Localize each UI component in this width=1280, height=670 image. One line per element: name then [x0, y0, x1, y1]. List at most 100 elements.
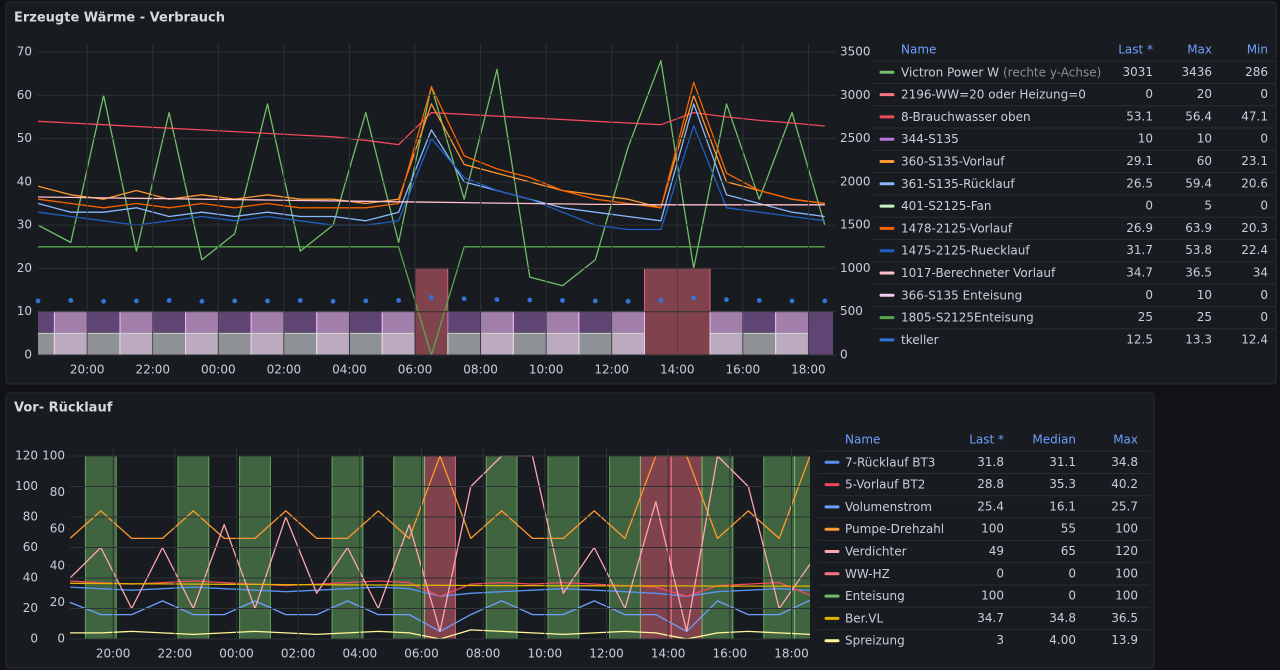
legend-value: 31.7 [1126, 243, 1153, 257]
legend-label: 1805-S2125Enteisung [901, 310, 1034, 324]
legend-value: 40.2 [1111, 477, 1138, 491]
legend-label: 1478-2125-Vorlauf [901, 221, 1013, 235]
legend-value: 31.8 [977, 455, 1004, 469]
legend-value: 3436 [1181, 65, 1212, 79]
legend-name: tkeller [901, 332, 939, 346]
data-point [461, 296, 467, 302]
legend-header: Median [1032, 433, 1076, 447]
legend-name: Verdichter [845, 544, 907, 558]
legend-value: 0 [1260, 199, 1268, 213]
panel [5, 1, 1277, 385]
legend-name: 1017-Berechneter Vorlauf [901, 266, 1056, 280]
y2-tick-label: 40 [50, 558, 65, 572]
y-tick-label: 30 [17, 218, 32, 232]
data-point [560, 298, 565, 303]
data-point [756, 298, 762, 303]
legend-value: 47.1 [1241, 109, 1268, 123]
legend-name: Victron Power W (rechte y-Achse) [901, 65, 1101, 79]
legend-value: 20.6 [1241, 176, 1268, 190]
data-point [199, 298, 205, 304]
legend-name: 1475-2125-Ruecklauf [901, 243, 1030, 257]
legend-name: 360-S135-Vorlauf [901, 154, 1005, 168]
area-step [611, 311, 645, 356]
legend-label: 366-S135 Enteisung [901, 288, 1022, 302]
legend-name: 1805-S2125Enteisung [901, 310, 1034, 324]
legend-value: 25.7 [1111, 499, 1138, 513]
y2-tick-label: 2000 [840, 174, 871, 188]
legend-label: Verdichter [845, 544, 907, 558]
x-tick-label: 16:00 [713, 647, 748, 661]
legend-value: 60 [1197, 154, 1212, 168]
legend-label: Victron Power W [901, 65, 999, 79]
legend-header: Max [1113, 433, 1138, 447]
panel-title: Vor- Rücklauf [14, 401, 113, 416]
legend-label: 344-S135 [901, 132, 959, 146]
legend-value: 34.7 [1126, 266, 1153, 280]
y-tick-label: 0 [30, 632, 38, 646]
data-point [691, 295, 697, 301]
x-tick-label: 02:00 [281, 647, 316, 661]
y-tick-label: 40 [17, 174, 32, 188]
data-point [133, 298, 139, 304]
legend-header: Last * [1118, 43, 1153, 57]
legend-name: 2196-WW=20 oder Heizung=0 [901, 87, 1086, 101]
legend-name: 8-Brauchwasser oben [901, 109, 1031, 123]
legend-label: 360-S135-Vorlauf [901, 154, 1005, 168]
legend-name: 344-S135 [901, 132, 959, 146]
data-point [68, 298, 74, 303]
data-point [592, 298, 598, 304]
y-tick-label: 20 [23, 601, 38, 615]
y2-tick-label: 500 [840, 304, 863, 318]
legend-name: 5-Vorlauf BT2 [845, 477, 925, 491]
x-tick-label: 06:00 [398, 363, 433, 377]
x-tick-label: 02:00 [267, 363, 302, 377]
y2-tick-label: 20 [50, 595, 65, 609]
legend-value: 25.4 [977, 499, 1004, 513]
area-step [283, 332, 318, 356]
panel-title: Erzeugte Wärme - Verbrauch [14, 11, 225, 26]
legend-label: 1475-2125-Ruecklauf [901, 243, 1030, 257]
legend-value: 0 [996, 566, 1004, 580]
legend-value: 34.8 [1049, 611, 1076, 625]
data-point [35, 298, 41, 304]
legend-name: WW-HZ [845, 566, 890, 580]
legend-value: 35.3 [1049, 477, 1076, 491]
data-point [330, 298, 336, 304]
legend-value: 0 [1068, 589, 1076, 603]
legend-value: 23.1 [1241, 154, 1268, 168]
point-layer [35, 295, 828, 304]
legend-label: 1017-Berechneter Vorlauf [901, 266, 1056, 280]
legend-value: 34 [1253, 266, 1268, 280]
legend-value: 26.5 [1126, 176, 1153, 190]
y-tick-label: 60 [23, 540, 38, 554]
legend-value: 10 [1197, 288, 1212, 302]
legend-value: 100 [981, 522, 1004, 536]
legend-value: 120 [1115, 544, 1138, 558]
data-point [822, 298, 828, 304]
area-step [578, 332, 613, 356]
legend-name: 1478-2125-Vorlauf [901, 221, 1013, 235]
data-point [101, 298, 106, 304]
area-step [545, 311, 580, 356]
legend-value: 49 [989, 544, 1004, 558]
legend-label: Ber.VL [845, 611, 883, 625]
legend-value: 29.1 [1126, 154, 1153, 168]
legend-header: Last * [969, 433, 1004, 447]
y-tick-label: 60 [17, 88, 32, 102]
y-tick-label: 40 [23, 571, 38, 585]
legend-value: 100 [1115, 522, 1138, 536]
y-tick-label: 50 [17, 131, 32, 145]
y2-tick-label: 1500 [840, 218, 871, 232]
legend-label: 361-S135-Rücklauf [901, 176, 1015, 190]
x-tick-label: 10:00 [528, 647, 563, 661]
y-tick-label: 100 [15, 479, 38, 493]
x-tick-label: 12:00 [594, 363, 629, 377]
area-step [709, 311, 744, 356]
series-line [38, 111, 825, 146]
legend-value: 22.4 [1241, 243, 1268, 257]
legend-value: 5 [1204, 199, 1212, 213]
legend-value: 13.9 [1111, 633, 1138, 647]
legend-value: 63.9 [1185, 221, 1212, 235]
legend-name: 366-S135 Enteisung [901, 288, 1022, 302]
